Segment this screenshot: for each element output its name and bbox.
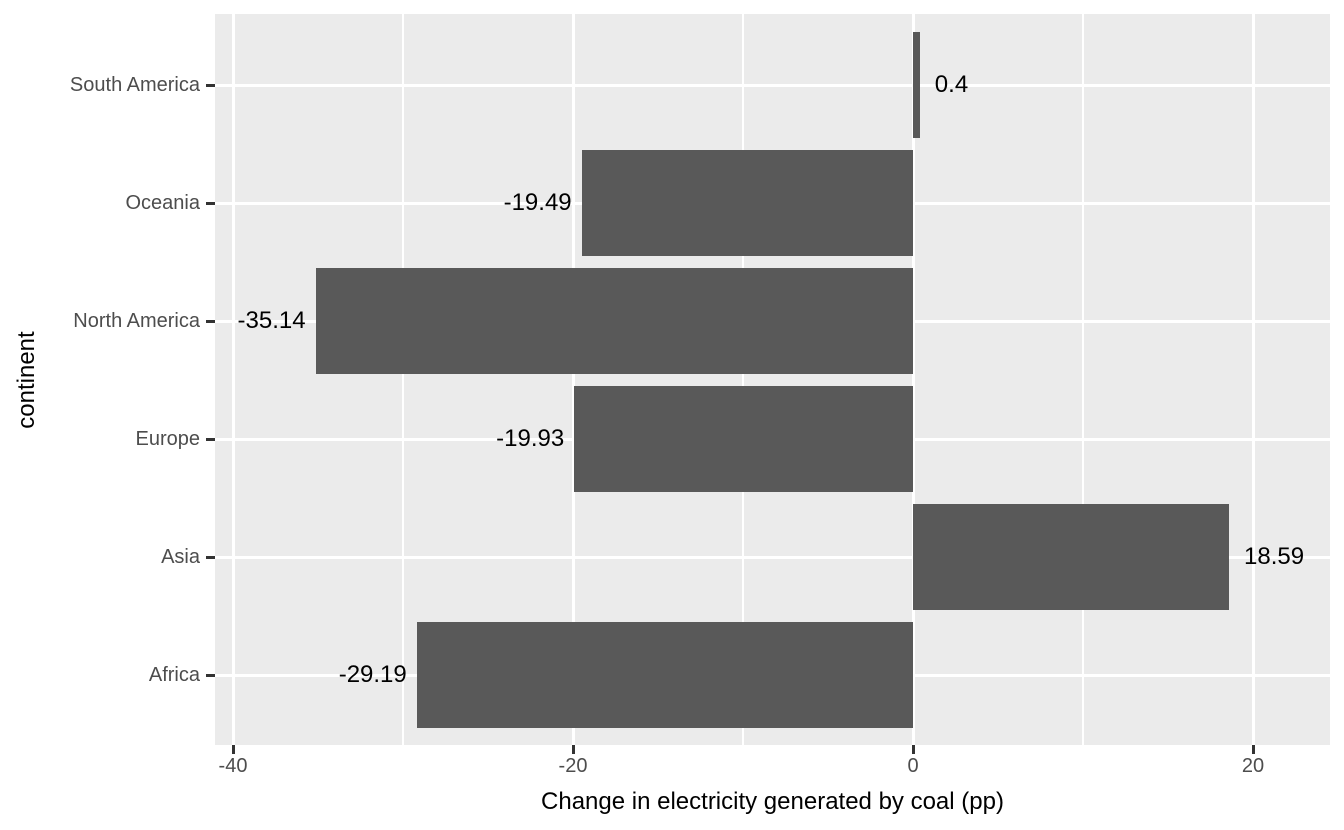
y-axis-title: continent [13, 331, 40, 429]
x-tick-mark [571, 745, 575, 754]
y-tick-mark [206, 437, 215, 441]
x-tick-mark [911, 745, 915, 754]
y-tick-label: North America [73, 310, 200, 332]
x-tick-label: 0 [907, 755, 919, 777]
minor-gridline-vertical [742, 14, 744, 745]
bar-value-label: -29.19 [338, 661, 407, 688]
y-tick-label: Africa [148, 664, 200, 686]
x-tick-label: 20 [1241, 755, 1265, 777]
y-tick-mark [206, 201, 215, 205]
plot-panel [215, 14, 1330, 745]
x-tick-mark [1251, 745, 1255, 754]
bar-value-label: -19.93 [496, 425, 565, 452]
y-tick-mark [206, 319, 215, 323]
major-gridline-vertical [231, 14, 235, 745]
x-axis-title: Change in electricity generated by coal … [541, 788, 1004, 815]
y-tick-mark [206, 555, 215, 559]
bar [913, 32, 920, 138]
y-tick-label: South America [69, 74, 200, 96]
y-tick-mark [206, 83, 215, 87]
x-tick-label: -20 [558, 755, 588, 777]
bar [574, 386, 913, 492]
y-tick-label: Europe [135, 428, 201, 450]
major-gridline-vertical [571, 14, 575, 745]
major-gridline-vertical [1251, 14, 1255, 745]
bar-value-label: 0.4 [934, 71, 969, 98]
minor-gridline-vertical [402, 14, 404, 745]
bar-value-label: -19.49 [503, 189, 572, 216]
bar-value-label: 18.59 [1244, 543, 1305, 570]
bar [913, 504, 1230, 610]
major-gridline-horizontal [215, 83, 1330, 87]
major-gridline-horizontal [215, 555, 1330, 559]
y-tick-mark [206, 673, 215, 677]
major-gridline-vertical [911, 14, 915, 745]
x-tick-mark [231, 745, 235, 754]
bar-value-label: -35.14 [237, 307, 306, 334]
x-tick-label: -40 [218, 755, 248, 777]
y-tick-label: Oceania [125, 192, 201, 214]
bar [416, 622, 913, 728]
bar [581, 150, 913, 256]
minor-gridline-vertical [1082, 14, 1084, 745]
y-tick-label: Asia [161, 546, 200, 568]
bar [315, 268, 913, 374]
